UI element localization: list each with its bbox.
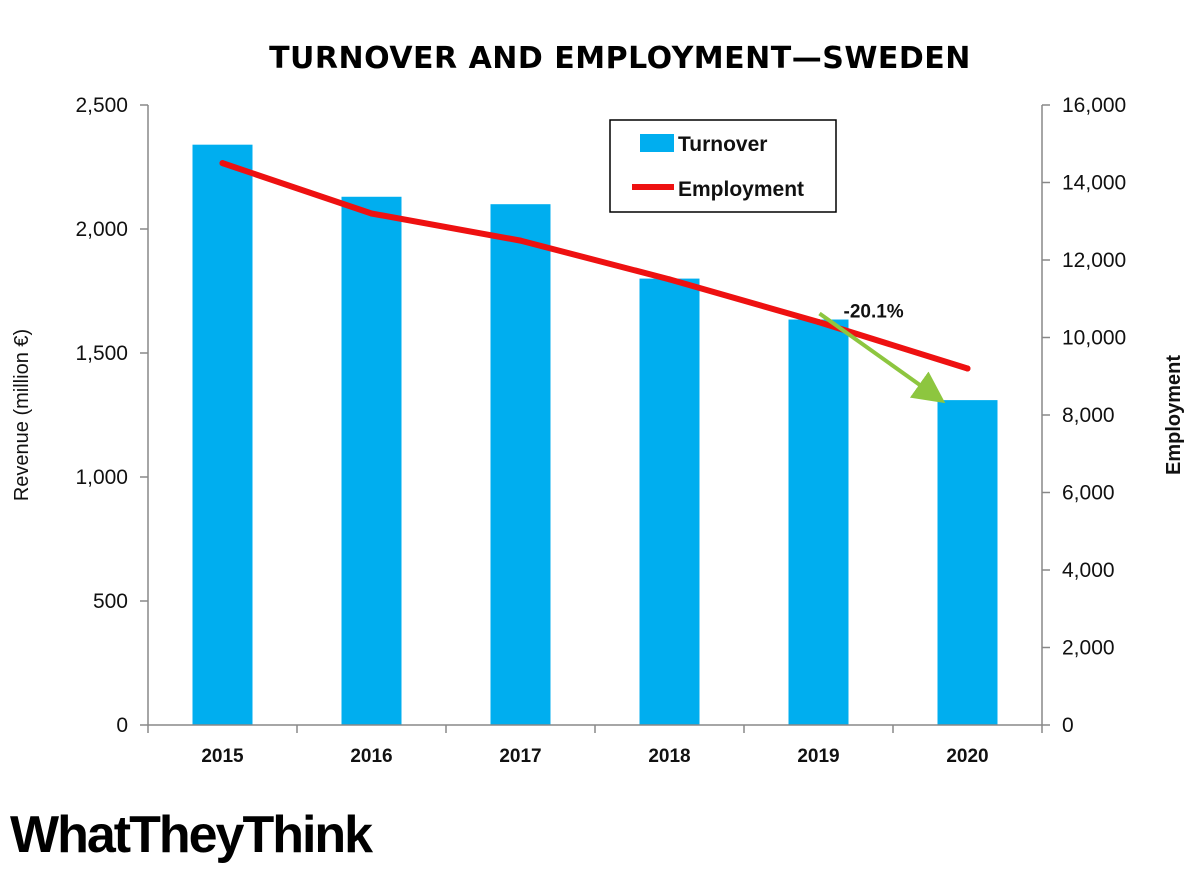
employment-point-2016 xyxy=(368,210,375,217)
change-annotation: -20.1% xyxy=(844,302,904,323)
whattheythink-logo: WhatTheyThink xyxy=(10,806,373,864)
y2-tick-label: 6,000 xyxy=(1062,482,1115,505)
y2-axis-label: Employment xyxy=(1163,355,1185,475)
y-tick-label: 500 xyxy=(93,590,128,613)
x-tick-label: 2017 xyxy=(499,746,541,767)
x-tick-label: 2020 xyxy=(946,746,988,767)
x-tick-label: 2015 xyxy=(201,746,244,767)
legend-label-turnover: Turnover xyxy=(678,133,767,156)
axes-group: 0 500 1,000 1,500 2,000 2,500 0 2,000 4,000 6,000… xyxy=(75,94,1126,767)
y-tick-label: 1,000 xyxy=(75,466,128,489)
y2-tick-label: 12,000 xyxy=(1062,249,1126,272)
bar-2016 xyxy=(341,196,402,725)
bars-group xyxy=(192,144,998,725)
legend: Turnover Employment xyxy=(609,119,837,213)
annotation-group: -20.1% xyxy=(818,302,946,404)
bar-2015 xyxy=(192,144,253,725)
legend-label-employment: Employment xyxy=(678,178,804,201)
change-arrow xyxy=(818,311,946,404)
bar-2017 xyxy=(490,204,551,725)
y2-tick-label: 8,000 xyxy=(1062,404,1115,427)
x-tick-label: 2019 xyxy=(797,746,839,767)
y-axis-label: Revenue (million €) xyxy=(11,329,33,501)
y2-tick-label: 10,000 xyxy=(1062,327,1126,350)
bar-2018 xyxy=(639,278,700,725)
legend-swatch-turnover xyxy=(640,134,674,152)
employment-point-2015 xyxy=(219,160,226,167)
y2-tick-label: 0 xyxy=(1062,714,1074,737)
employment-point-2019 xyxy=(815,319,822,325)
bar-2020 xyxy=(937,400,998,725)
x-tick-label: 2018 xyxy=(648,746,690,767)
bar-2019 xyxy=(788,319,849,725)
employment-point-2017 xyxy=(517,237,524,244)
chart-title: TURNOVER AND EMPLOYMENT—SWEDEN xyxy=(269,41,971,76)
x-tick-label: 2016 xyxy=(350,746,392,767)
y-tick-label: 2,500 xyxy=(75,94,128,117)
employment-point-2020 xyxy=(964,365,971,372)
y2-tick-label: 14,000 xyxy=(1062,172,1126,195)
y2-tick-label: 16,000 xyxy=(1062,94,1126,117)
y-tick-label: 0 xyxy=(116,714,128,737)
y2-tick-label: 2,000 xyxy=(1062,637,1115,660)
employment-point-2018 xyxy=(666,276,673,283)
y-tick-label: 2,000 xyxy=(75,218,128,241)
y2-tick-label: 4,000 xyxy=(1062,559,1115,582)
y-tick-label: 1,500 xyxy=(75,342,128,365)
